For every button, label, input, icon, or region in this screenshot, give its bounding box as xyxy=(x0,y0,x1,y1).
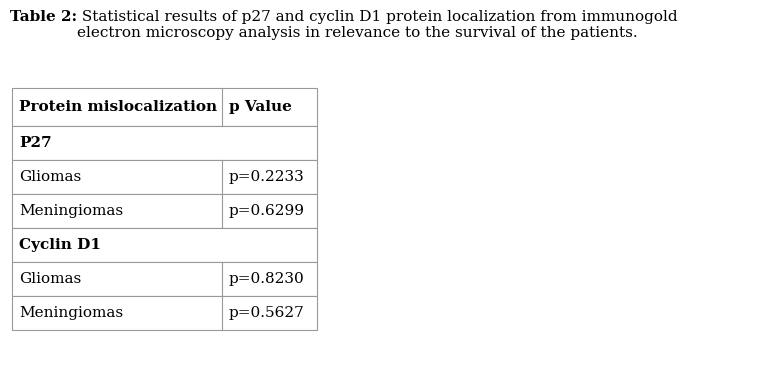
Text: Gliomas: Gliomas xyxy=(19,272,81,286)
Text: P27: P27 xyxy=(19,136,51,150)
Text: Gliomas: Gliomas xyxy=(19,170,81,184)
Bar xyxy=(12,228,317,262)
Text: Table 2:: Table 2: xyxy=(10,10,77,24)
Text: p=0.8230: p=0.8230 xyxy=(229,272,304,286)
Text: p=0.2233: p=0.2233 xyxy=(229,170,304,184)
Text: Cyclin D1: Cyclin D1 xyxy=(19,238,101,252)
Bar xyxy=(12,88,317,126)
Bar xyxy=(12,262,317,296)
Text: p=0.5627: p=0.5627 xyxy=(229,306,304,320)
Text: Protein mislocalization: Protein mislocalization xyxy=(19,100,217,114)
Bar xyxy=(12,194,317,228)
Text: Meningiomas: Meningiomas xyxy=(19,306,123,320)
Bar xyxy=(12,126,317,160)
Text: Statistical results of p27 and cyclin D1 protein localization from immunogold
el: Statistical results of p27 and cyclin D1… xyxy=(77,10,678,40)
Bar xyxy=(12,160,317,194)
Text: p Value: p Value xyxy=(229,100,292,114)
Bar xyxy=(12,296,317,330)
Text: Meningiomas: Meningiomas xyxy=(19,204,123,218)
Text: p=0.6299: p=0.6299 xyxy=(229,204,305,218)
